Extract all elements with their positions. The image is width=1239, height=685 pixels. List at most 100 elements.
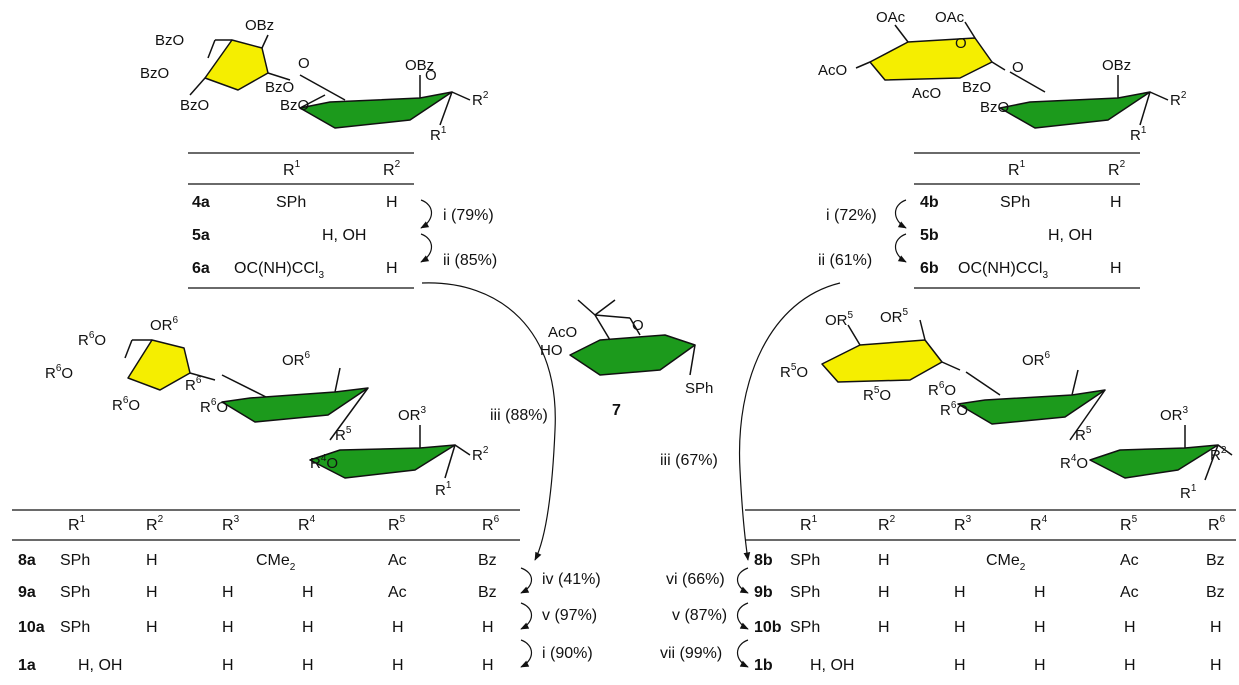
header-r4: R4 (298, 514, 316, 534)
step-arrow (420, 199, 433, 229)
cell-merged: H, OH (810, 657, 854, 674)
furanose-ring (127, 339, 191, 391)
cell: H (146, 619, 158, 636)
cell: SPh (60, 619, 90, 636)
cell: H (954, 619, 966, 636)
glycosidic-oxygen: O (298, 55, 310, 72)
header-r1: R1 (68, 514, 86, 534)
or3-label: OR3 (1160, 405, 1189, 424)
cell: H (1124, 619, 1136, 636)
or4-label: R4O (310, 453, 338, 472)
step-arrow (520, 567, 533, 594)
r2-label: R2 (1210, 445, 1227, 464)
compound-id: 7 (612, 402, 621, 419)
cell: H (222, 584, 234, 601)
cell: Bz (1206, 584, 1225, 601)
step-label: i (90%) (542, 645, 593, 662)
r1-label: R1 (1130, 125, 1147, 144)
compound-id: 10a (18, 619, 45, 636)
mannose-ring-7 (569, 334, 696, 376)
compound-id: 6a (192, 260, 210, 277)
or5-label: OR5 (880, 307, 909, 326)
or6-label: OR6 (1022, 350, 1051, 369)
or6-label: R6O (200, 397, 228, 416)
r2-label: R2 (1170, 90, 1187, 109)
compound-id: 8a (18, 552, 36, 569)
coupling-arrow-right (738, 282, 841, 561)
cell: Bz (1206, 552, 1225, 569)
bzo-label: BzO (280, 97, 309, 114)
acceptor-compound-7: AcO HO O SPh 7 (540, 299, 713, 419)
aco-label: AcO (912, 85, 941, 102)
cell: H (878, 584, 890, 601)
cell: Ac (388, 552, 407, 569)
cell-r2: H (1110, 260, 1122, 277)
or6-label: R6O (928, 380, 956, 399)
cell-r2: H (386, 260, 398, 277)
or6-label: OR6 (282, 350, 311, 369)
obz-label: OBz (1102, 57, 1131, 74)
step-arrow (420, 233, 433, 263)
cell: H (222, 619, 234, 636)
header-r6: R6 (1208, 514, 1226, 534)
cell-merged: CMe2 (986, 552, 1026, 573)
step-arrow (894, 199, 907, 229)
ring-oxygen: O (632, 317, 644, 334)
cell: Ac (388, 584, 407, 601)
cell: H (1124, 657, 1136, 674)
cell: H (146, 552, 158, 569)
cell: Bz (478, 552, 497, 569)
cell-r1: SPh (1000, 194, 1030, 211)
step-label: vii (99%) (660, 645, 722, 662)
or6-label: R6O (940, 400, 968, 419)
compound-id: 9b (754, 584, 773, 601)
cell: SPh (790, 584, 820, 601)
step-arrow (736, 602, 749, 630)
mannose-ring-reducing (1089, 444, 1219, 479)
header-r3: R3 (222, 514, 240, 534)
or6-label: R6O (112, 395, 140, 414)
cell: H (954, 657, 966, 674)
coupling-arrow-left (421, 282, 556, 561)
cell: H (878, 619, 890, 636)
cell: H (482, 657, 494, 674)
step-label: v (97%) (542, 607, 597, 624)
cell: H (392, 619, 404, 636)
mannose-ring-middle (957, 389, 1106, 425)
cell: SPh (60, 584, 90, 601)
galactose-ring (821, 339, 943, 383)
table-left-top: R1 R2 4a SPh H 5a H, OH 6a OC(NH)CCl3 H … (188, 152, 497, 289)
header-r3: R3 (954, 514, 972, 534)
cell: Ac (1120, 584, 1139, 601)
compound-id: 5b (920, 227, 939, 244)
step-arrow (736, 639, 749, 668)
or5-label: R5O (863, 385, 891, 404)
compound-id: 8b (754, 552, 773, 569)
step-label: iv (41%) (542, 571, 601, 588)
cell: SPh (60, 552, 90, 569)
step-label: iii (67%) (660, 452, 718, 469)
cell: H (482, 619, 494, 636)
step-label: ii (61%) (818, 252, 872, 269)
or4-label: R4O (1060, 453, 1088, 472)
header-r5: R5 (388, 514, 406, 534)
table-right-bottom: R1 R2 R3 R4 R5 R6 8b SPh H CMe2 Ac Bz 9b… (660, 509, 1236, 674)
header-r1: R1 (800, 514, 818, 534)
header-r4: R4 (1030, 514, 1048, 534)
cell: H (954, 584, 966, 601)
cell: H (302, 584, 314, 601)
or5-label: OR5 (825, 310, 854, 329)
cell: H (1034, 619, 1046, 636)
obz-label: OBz (405, 57, 434, 74)
step-arrow (520, 639, 533, 668)
cell: H (392, 657, 404, 674)
header-r1: R1 (283, 159, 301, 179)
header-r2: R2 (1108, 159, 1126, 179)
cell-r1: SPh (276, 194, 306, 211)
compound-id: 10b (754, 619, 782, 636)
bzo-label: BzO (980, 99, 1009, 116)
header-r5: R5 (1120, 514, 1138, 534)
cell: Ac (1120, 552, 1139, 569)
or6-label: R6O (45, 363, 73, 382)
cell-merged: H, OH (1048, 227, 1092, 244)
